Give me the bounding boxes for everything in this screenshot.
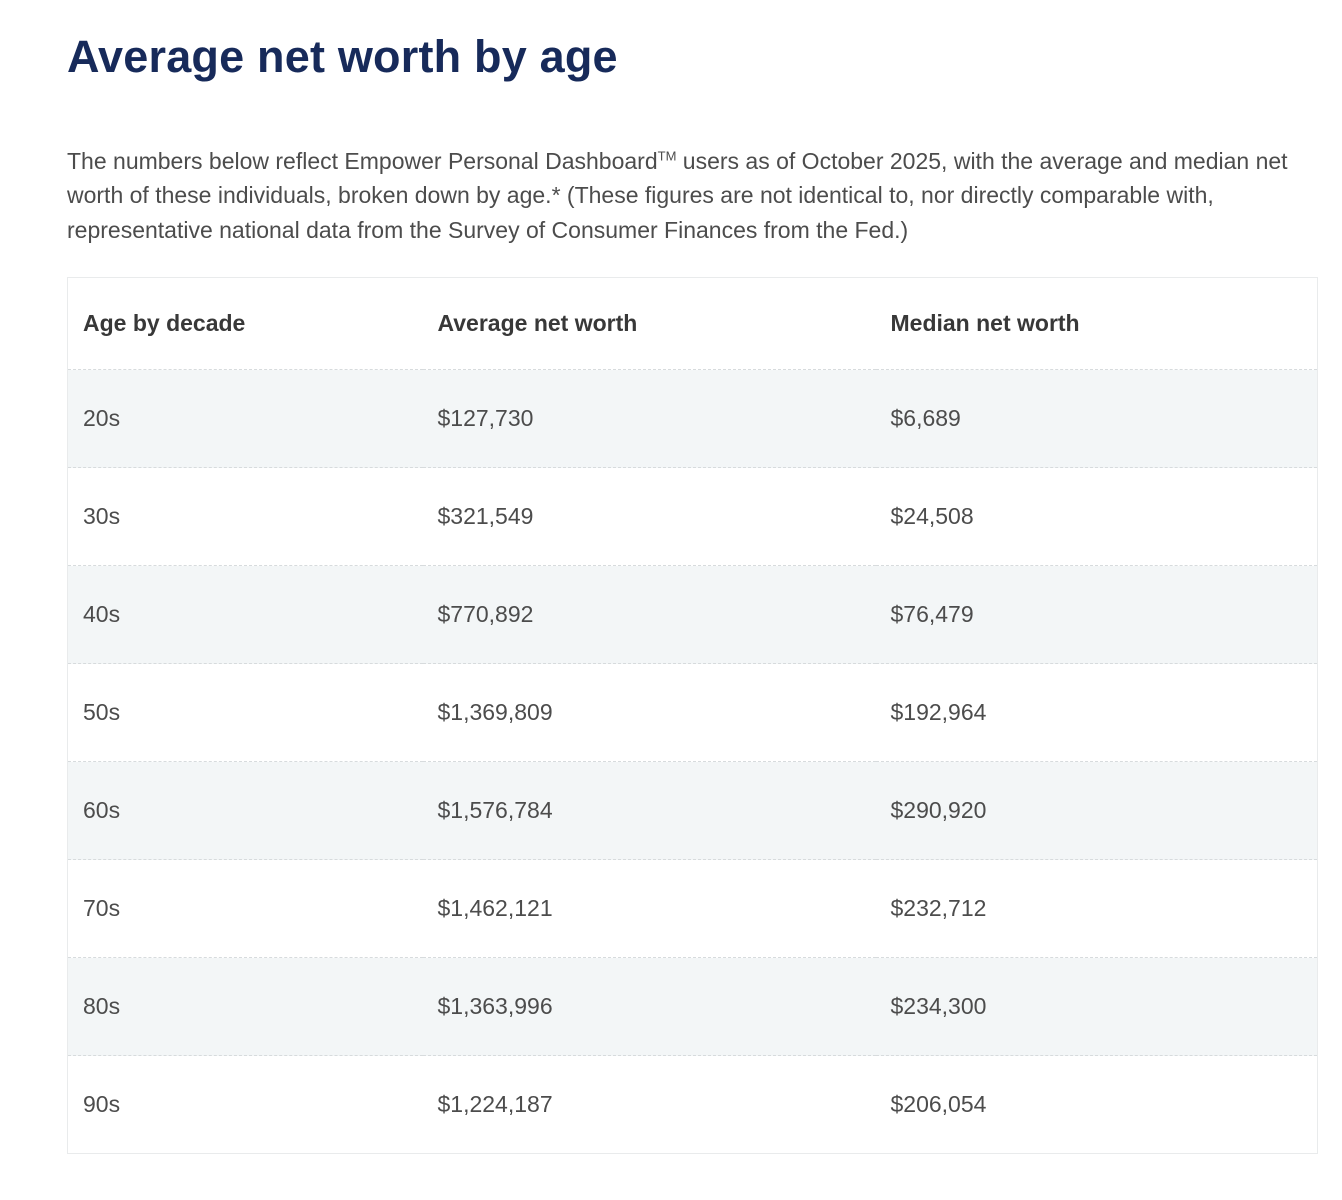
table-row: 90s $1,224,187 $206,054 <box>67 1055 1318 1154</box>
trademark-superscript: TM <box>657 147 677 163</box>
cell-average: $321,549 <box>437 503 534 530</box>
intro-paragraph: The numbers below reflect Empower Person… <box>67 144 1315 248</box>
cell-age: 90s <box>83 1091 121 1118</box>
column-header-age: Age by decade <box>67 277 423 370</box>
cell-median: $232,712 <box>890 895 987 922</box>
column-header-median: Median net worth <box>875 277 1318 370</box>
net-worth-table: Age by decade Average net worth Median n… <box>67 277 1318 1155</box>
table-body: 20s $127,730 $6,689 30s $321,549 $24,508… <box>67 369 1318 1154</box>
table-header: Age by decade Average net worth Median n… <box>67 277 1318 370</box>
cell-median: $24,508 <box>890 503 974 530</box>
cell-age: 50s <box>83 699 121 726</box>
cell-age: 80s <box>83 993 121 1020</box>
cell-age: 70s <box>83 895 121 922</box>
cell-average: $1,369,809 <box>437 699 553 726</box>
cell-average: $770,892 <box>437 601 534 628</box>
table-row: 80s $1,363,996 $234,300 <box>67 957 1318 1056</box>
cell-age: 60s <box>83 797 121 824</box>
intro-text-rest: users as of October 2025, with the avera… <box>67 147 1288 243</box>
intro-text-lead: The numbers below reflect Empower Person… <box>67 147 658 174</box>
cell-average: $1,363,996 <box>437 993 553 1020</box>
cell-average: $1,462,121 <box>437 895 553 922</box>
table-row: 60s $1,576,784 $290,920 <box>67 761 1318 860</box>
cell-age: 30s <box>83 503 121 530</box>
cell-average: $127,730 <box>437 405 534 432</box>
page-title: Average net worth by age <box>67 31 618 82</box>
cell-average: $1,576,784 <box>437 797 553 824</box>
cell-median: $206,054 <box>890 1091 987 1118</box>
table-header-row: Age by decade Average net worth Median n… <box>67 277 1318 370</box>
cell-age: 40s <box>83 601 121 628</box>
table-row: 70s $1,462,121 $232,712 <box>67 859 1318 958</box>
table-row: 40s $770,892 $76,479 <box>67 565 1318 664</box>
cell-median: $6,689 <box>890 405 961 432</box>
table-row: 20s $127,730 $6,689 <box>67 369 1318 468</box>
cell-average: $1,224,187 <box>437 1091 553 1118</box>
column-header-average: Average net worth <box>422 277 876 370</box>
table-row: 50s $1,369,809 $192,964 <box>67 663 1318 762</box>
cell-median: $192,964 <box>890 699 987 726</box>
table-row: 30s $321,549 $24,508 <box>67 467 1318 566</box>
cell-age: 20s <box>83 405 121 432</box>
cell-median: $290,920 <box>890 797 987 824</box>
cell-median: $234,300 <box>890 993 987 1020</box>
cell-median: $76,479 <box>890 601 974 628</box>
